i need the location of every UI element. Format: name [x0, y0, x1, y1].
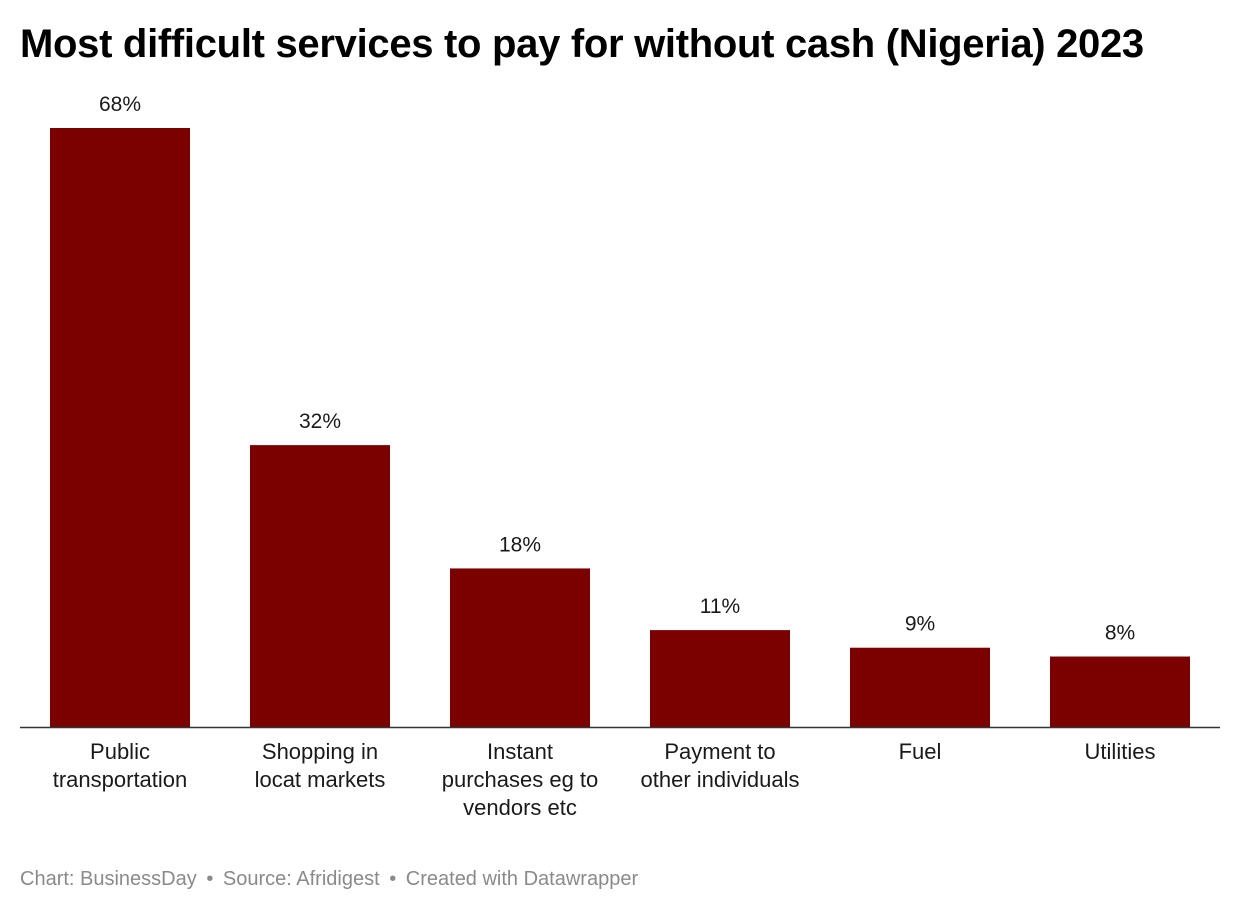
- category-label: Payment to other individuals: [641, 739, 800, 792]
- category-label: Utilities: [1085, 739, 1156, 764]
- category-label-line: Instant: [487, 739, 553, 764]
- bar-instant-purchases-eg-to-vendors-etc: [450, 568, 590, 727]
- category-labels-group: Public transportation Shopping in locat mar…: [53, 739, 1156, 820]
- category-label-line: transportation: [53, 767, 188, 792]
- chart-title: Most difficult services to pay for witho…: [20, 22, 1144, 66]
- category-label: Fuel: [899, 739, 942, 764]
- category-label: Public transportation: [53, 739, 188, 792]
- category-label: Instant purchases eg to vendors etc: [442, 739, 599, 820]
- value-label: 18%: [499, 533, 541, 556]
- value-label: 9%: [905, 613, 935, 636]
- value-label: 8%: [1105, 622, 1135, 645]
- chart-footer: Chart: BusinessDay • Source: Afridigest …: [20, 868, 638, 891]
- bar-fuel: [850, 647, 990, 727]
- category-label-line: locat markets: [255, 767, 386, 792]
- footer-separator: •: [206, 868, 214, 890]
- category-label-line: vendors etc: [463, 795, 577, 820]
- bar-payment-to-other-individuals: [650, 630, 790, 727]
- bars-group: [50, 128, 1190, 727]
- value-label: 11%: [700, 595, 740, 618]
- value-label: 68%: [99, 93, 141, 116]
- source-link[interactable]: Source: Afridigest: [222, 868, 380, 890]
- category-label-line: other individuals: [641, 767, 800, 792]
- category-label-line: Payment to: [664, 739, 775, 764]
- category-label: Shopping in locat markets: [255, 739, 386, 792]
- bar-utilities: [1050, 656, 1190, 727]
- value-label: 32%: [299, 410, 341, 433]
- category-label-line: Fuel: [899, 739, 942, 764]
- bar-shopping-in-locat-markets: [250, 445, 390, 727]
- category-label-line: purchases eg to: [442, 767, 599, 792]
- bar-chart: 68% 32% 18% 11% 9% 8% Public transportation Sho…: [20, 93, 1220, 820]
- datawrapper-credit[interactable]: Created with Datawrapper: [405, 868, 639, 890]
- category-label-line: Public: [90, 739, 150, 764]
- bar-public-transportation: [50, 128, 190, 727]
- footer-separator: •: [389, 868, 397, 890]
- value-labels-group: 68% 32% 18% 11% 9% 8%: [99, 93, 1135, 645]
- category-label-line: Utilities: [1085, 739, 1156, 764]
- category-label-line: Shopping in: [262, 739, 378, 764]
- chart-credit: Chart: BusinessDay: [20, 868, 197, 890]
